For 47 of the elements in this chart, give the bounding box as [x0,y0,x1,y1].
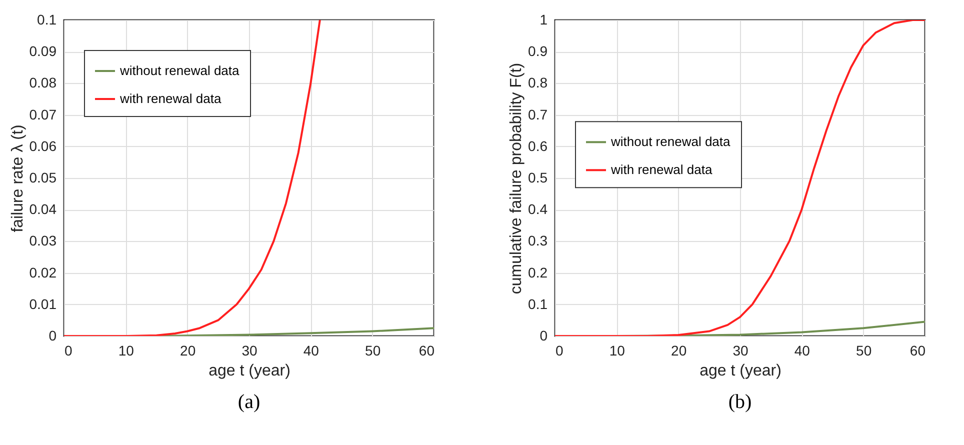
y-tick-label: 0.03 [29,232,57,249]
line-series [555,20,925,336]
y-tick-label: 1 [540,12,548,28]
y-tick-label: 0.5 [528,170,548,186]
x-tick-label: 20 [180,342,196,358]
x-tick-label: 10 [118,342,134,358]
text: (a) [238,391,260,413]
y-tick-label: 0.05 [29,170,57,186]
x-tick-label: 40 [303,342,320,358]
text: (b) [728,391,752,413]
x-axis-title: age t (year) [700,362,782,380]
y-tick-label: 0.2 [528,264,548,280]
y-tick-label: 0.07 [29,106,57,122]
y-tick-label: 0.08 [29,74,57,91]
y-tick-label: 0.8 [528,74,548,91]
y-tick-label: 0.04 [29,201,57,218]
y-tick-label: 0.7 [528,106,548,122]
x-tick-label: 30 [732,342,748,358]
x-tick-label: 40 [794,342,810,358]
x-tick-label: 30 [242,342,258,358]
y-axis-title: cumulative failure probability F(t) [508,62,526,294]
y-tick-label: 0 [540,328,548,344]
y-tick-label: 0.09 [29,43,57,60]
y-tick-label: 0.01 [29,296,57,312]
legend-label: with renewal data [119,91,222,106]
legend-label: without renewal data [610,134,732,150]
x-tick-label: 20 [671,342,687,358]
y-tick-label: 0.6 [528,138,548,154]
y-axis-title: failure rate λ (t) [9,124,26,232]
y-tick-label: 0.1 [37,12,57,28]
x-tick-label: 50 [856,342,872,358]
y-tick-label: 0.1 [528,296,548,312]
y-tick-label: 0.06 [29,138,57,154]
x-axis-title: age t (year) [208,362,290,380]
x-tick-label: 60 [418,342,435,358]
y-tick-label: 0.02 [29,264,57,280]
y-tick-label: 0.4 [528,201,548,218]
x-tick-label: 0 [556,342,564,358]
x-tick-label: 0 [64,342,72,358]
y-tick-label: 0.3 [528,232,548,249]
y-tick-label: 0.9 [528,43,548,60]
legend-label: without renewal data [119,63,240,78]
y-tick-label: 0 [48,328,57,344]
legend-label: with renewal data [610,162,713,178]
x-tick-label: 50 [365,342,381,358]
x-tick-label: 60 [910,342,926,358]
x-tick-label: 10 [609,342,626,358]
